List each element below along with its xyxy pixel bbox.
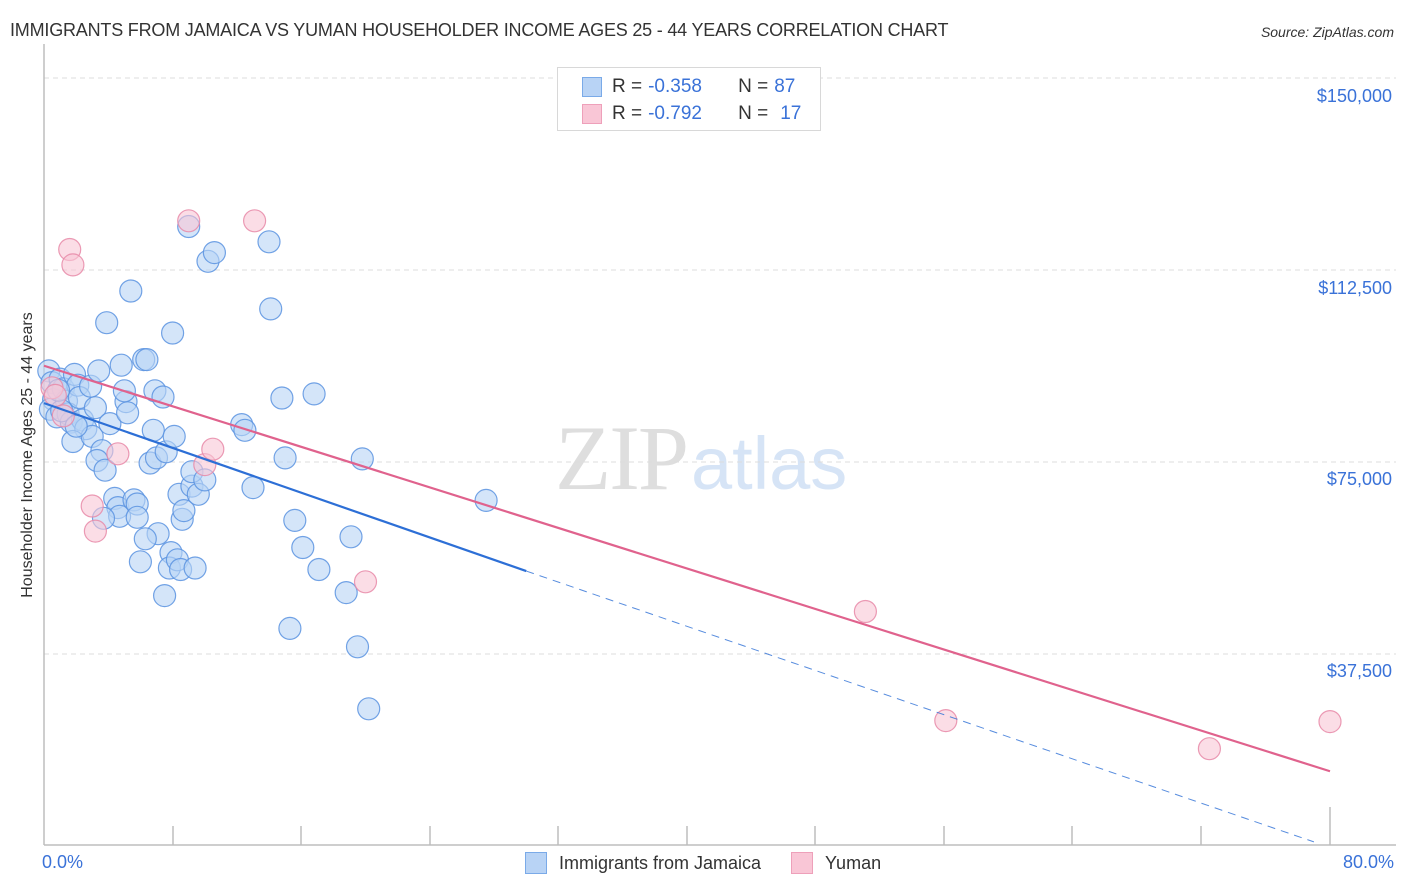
data-point [133,527,157,551]
data-point [125,505,149,529]
data-point [302,382,326,406]
data-point [257,230,281,254]
data-point [83,519,108,543]
data-point [93,458,117,482]
source-label: Source: ZipAtlas.com [1260,24,1394,40]
data-point [243,209,267,233]
data-point [270,386,294,410]
legend-item-jamaica[interactable]: Immigrants from Jamaica [525,852,761,874]
data-point [353,570,378,594]
n-label: N = [738,76,769,97]
data-point [109,353,133,377]
jamaica-trend-extension [526,570,1315,843]
data-point [106,442,130,466]
data-point [202,241,226,265]
y-tick-label: $37,500 [1326,661,1392,681]
data-point [87,359,111,383]
data-point [80,494,104,518]
data-point [853,599,878,624]
y-tick-label: $150,000 [1316,86,1392,106]
data-point [259,297,283,321]
trend-lines [43,364,1331,843]
yuman-trend-line [43,364,1331,773]
data-point [119,279,143,303]
data-point [161,321,185,345]
x-tick-label-max: 80.0% [1342,852,1394,872]
yuman-legend-swatch [791,852,814,874]
data-point [162,424,186,448]
x-tick-label-min: 0.0% [42,852,84,872]
gridlines [44,77,1396,655]
legend-label: Yuman [825,852,882,873]
stats-row-jamaica: R = -0.358 N = 87 [582,75,795,99]
data-point [339,525,363,549]
data-point [1318,709,1342,734]
data-point [153,583,177,608]
n-value: 17 [780,103,802,124]
data-point [83,396,108,420]
data-point [128,550,152,574]
stats-box: R = -0.358 N = 87 R = -0.792 N = 17 [557,67,821,131]
chart-title: IMMIGRANTS FROM JAMAICA VS YUMAN HOUSEHO… [10,20,949,40]
r-value: -0.358 [648,76,702,97]
yuman-swatch [582,104,602,124]
data-point [291,535,315,560]
data-point [273,446,297,470]
chart-legend: Immigrants from Jamaica Yuman [525,852,911,874]
r-label: R = [612,76,643,97]
data-point [183,556,207,580]
data-point [172,499,196,523]
jamaica-swatch [582,77,602,97]
jamaica-legend-swatch [525,852,547,874]
jamaica-trend-line [43,402,527,573]
n-label: N = [738,103,769,124]
series-yuman-points [40,209,1342,761]
stats-row-yuman: R = -0.792 N = 17 [582,102,801,126]
data-point [233,418,257,442]
data-point [241,476,265,500]
r-value: -0.792 [648,103,702,124]
legend-label: Immigrants from Jamaica [559,852,762,873]
y-tick-label: $112,500 [1318,278,1392,298]
data-point [307,557,331,582]
data-point [95,311,119,335]
data-point [135,348,159,372]
legend-item-yuman[interactable]: Yuman [791,852,881,874]
series-jamaica-points [37,214,498,721]
data-point [934,708,958,733]
data-point [357,697,381,721]
data-point [1197,737,1222,761]
data-point [43,383,67,407]
data-point [201,437,225,461]
data-point [51,404,75,428]
data-point [278,616,302,641]
axes [43,44,1396,846]
data-point [61,253,85,277]
data-point [115,401,140,425]
data-point [283,508,307,533]
y-tick-label: $75,000 [1326,469,1392,489]
data-point [345,635,370,659]
data-point [177,209,201,233]
data-point [334,580,358,605]
n-value: 87 [774,76,796,97]
r-label: R = [612,103,643,124]
